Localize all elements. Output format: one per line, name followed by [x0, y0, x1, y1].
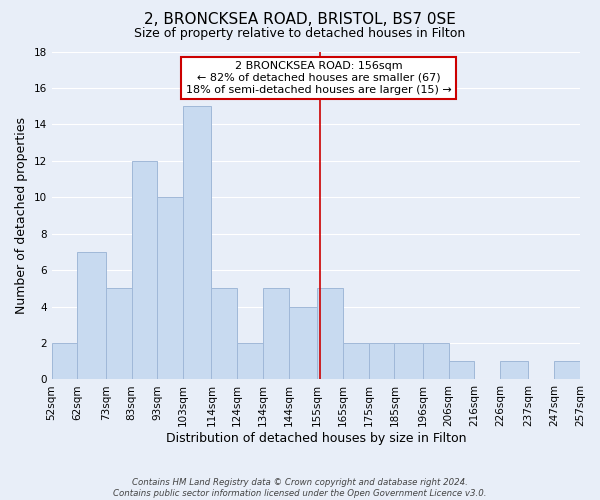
Bar [237, 343, 263, 380]
Bar [500, 361, 529, 380]
Text: 2, BRONCKSEA ROAD, BRISTOL, BS7 0SE: 2, BRONCKSEA ROAD, BRISTOL, BS7 0SE [144, 12, 456, 28]
Bar [131, 161, 157, 380]
Bar [157, 198, 183, 380]
Y-axis label: Number of detached properties: Number of detached properties [15, 117, 28, 314]
Bar [394, 343, 423, 380]
Bar [343, 343, 368, 380]
Bar [183, 106, 211, 380]
Bar [211, 288, 237, 380]
Bar [368, 343, 394, 380]
Bar [317, 288, 343, 380]
Bar [289, 306, 317, 380]
Text: 2 BRONCKSEA ROAD: 156sqm
← 82% of detached houses are smaller (67)
18% of semi-d: 2 BRONCKSEA ROAD: 156sqm ← 82% of detach… [185, 62, 451, 94]
Bar [423, 343, 449, 380]
Bar [106, 288, 131, 380]
Text: Contains HM Land Registry data © Crown copyright and database right 2024.
Contai: Contains HM Land Registry data © Crown c… [113, 478, 487, 498]
Bar [52, 343, 77, 380]
Text: Size of property relative to detached houses in Filton: Size of property relative to detached ho… [134, 28, 466, 40]
Bar [263, 288, 289, 380]
X-axis label: Distribution of detached houses by size in Filton: Distribution of detached houses by size … [166, 432, 466, 445]
Bar [449, 361, 475, 380]
Bar [77, 252, 106, 380]
Bar [554, 361, 580, 380]
